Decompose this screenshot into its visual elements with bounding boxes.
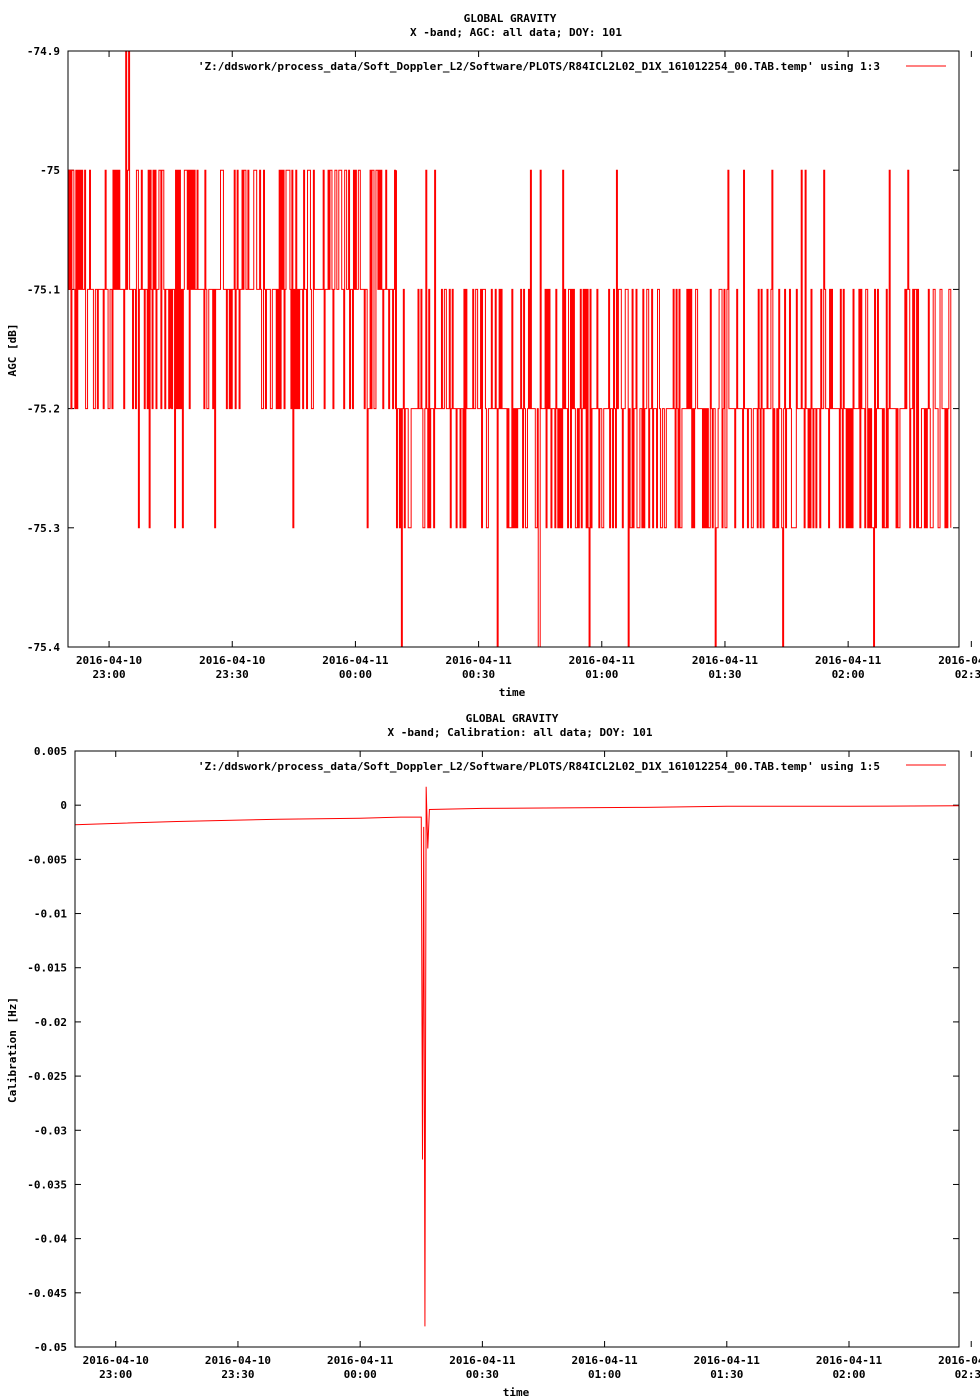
calibration-x-tick-date: 2016-04-11 <box>816 1354 883 1367</box>
calibration-x-tick-time: 01:00 <box>588 1368 621 1381</box>
calibration-x-tick-date: 2016-04-10 <box>205 1354 271 1367</box>
calibration-y-tick-label: 0 <box>60 799 67 812</box>
agc-x-tick-date: 2016-04-11 <box>445 654 512 667</box>
agc-x-tick-time: 23:00 <box>92 668 125 681</box>
agc-plot-frame <box>67 50 960 648</box>
calibration-y-ticks: 0.005 0 -0.005 -0.01 -0.015 -0.02 -0.025 -0.03 -… <box>27 745 959 1354</box>
calibration-x-tick-time: 02:30 <box>955 1368 980 1381</box>
calibration-y-axis-label: Calibration [Hz] <box>6 997 19 1103</box>
calibration-chart-title: GLOBAL GRAVITY <box>466 712 559 725</box>
agc-y-ticks: -74.9 -75 -75.1 -75.2 -75.3 -75.4 <box>27 45 959 654</box>
calibration-x-tick-date: 2016-04-11 <box>327 1354 394 1367</box>
agc-y-tick-label: -74.9 <box>27 45 60 58</box>
calibration-y-tick-label: -0.04 <box>34 1233 67 1246</box>
calibration-x-tick-date: 2016-04-11 <box>571 1354 638 1367</box>
agc-x-tick-date: 2016-04-11 <box>938 654 980 667</box>
calibration-x-ticks: 2016-04-1023:002016-04-1023:302016-04-11… <box>83 751 980 1381</box>
calibration-x-tick-date: 2016-04-11 <box>694 1354 761 1367</box>
agc-y-tick-label: -75.2 <box>27 403 60 416</box>
calibration-y-tick-label: -0.015 <box>27 962 67 975</box>
calibration-x-tick-time: 01:30 <box>710 1368 743 1381</box>
calibration-x-tick-date: 2016-04-11 <box>938 1354 980 1367</box>
calibration-x-tick-date: 2016-04-11 <box>449 1354 516 1367</box>
agc-series-line <box>68 50 952 648</box>
agc-x-tick-time: 23:30 <box>216 668 249 681</box>
agc-x-tick-time: 02:00 <box>832 668 865 681</box>
agc-chart: GLOBAL GRAVITY X -band; AGC: all data; D… <box>6 12 980 699</box>
calibration-y-tick-label: -0.05 <box>34 1341 67 1354</box>
calibration-y-tick-label: 0.005 <box>34 745 67 758</box>
agc-x-tick-date: 2016-04-11 <box>322 654 389 667</box>
agc-y-tick-label: -75.4 <box>27 641 60 654</box>
calibration-x-tick-time: 23:30 <box>221 1368 254 1381</box>
calibration-y-tick-label: -0.035 <box>27 1178 67 1191</box>
calibration-chart: GLOBAL GRAVITY X -band; Calibration: all… <box>6 712 980 1399</box>
calibration-series-line <box>74 786 960 1327</box>
calibration-y-tick-label: -0.02 <box>34 1016 67 1029</box>
agc-x-tick-date: 2016-04-10 <box>76 654 142 667</box>
calibration-legend-label: 'Z:/ddswork/process_data/Soft_Doppler_L2… <box>198 760 880 773</box>
calibration-x-tick-time: 00:30 <box>466 1368 499 1381</box>
calibration-x-axis-label: time <box>503 1386 530 1399</box>
calibration-x-tick-time: 02:00 <box>832 1368 865 1381</box>
agc-y-tick-label: -75.3 <box>27 522 60 535</box>
calibration-plot-frame <box>74 750 960 1348</box>
agc-x-tick-time: 01:30 <box>708 668 741 681</box>
agc-chart-subtitle: X -band; AGC: all data; DOY: 101 <box>410 26 622 39</box>
agc-y-tick-label: -75.1 <box>27 283 60 296</box>
calibration-plot-area <box>74 786 960 1327</box>
calibration-x-tick-date: 2016-04-10 <box>83 1354 149 1367</box>
agc-plot-area <box>68 50 952 648</box>
agc-x-tick-time: 02:30 <box>955 668 980 681</box>
calibration-y-tick-label: -0.045 <box>27 1287 67 1300</box>
agc-x-tick-time: 00:30 <box>462 668 495 681</box>
calibration-x-tick-time: 23:00 <box>99 1368 132 1381</box>
agc-x-tick-time: 01:00 <box>585 668 618 681</box>
calibration-y-tick-label: -0.01 <box>34 908 67 921</box>
agc-x-tick-date: 2016-04-11 <box>569 654 636 667</box>
agc-chart-title: GLOBAL GRAVITY <box>464 12 557 25</box>
calibration-y-tick-label: -0.03 <box>34 1124 67 1137</box>
calibration-x-tick-time: 00:00 <box>344 1368 377 1381</box>
agc-legend-label: 'Z:/ddswork/process_data/Soft_Doppler_L2… <box>198 60 880 73</box>
agc-x-axis-label: time <box>499 686 526 699</box>
agc-y-tick-label: -75 <box>40 164 60 177</box>
calibration-chart-subtitle: X -band; Calibration: all data; DOY: 101 <box>388 726 653 739</box>
agc-x-ticks: 2016-04-1023:002016-04-1023:302016-04-11… <box>76 51 980 681</box>
agc-x-tick-date: 2016-04-10 <box>199 654 265 667</box>
agc-x-tick-date: 2016-04-11 <box>815 654 882 667</box>
agc-y-axis-label: AGC [dB] <box>6 324 19 377</box>
calibration-y-tick-label: -0.025 <box>27 1070 67 1083</box>
calibration-y-tick-label: -0.005 <box>27 853 67 866</box>
agc-x-tick-date: 2016-04-11 <box>692 654 759 667</box>
agc-x-tick-time: 00:00 <box>339 668 372 681</box>
